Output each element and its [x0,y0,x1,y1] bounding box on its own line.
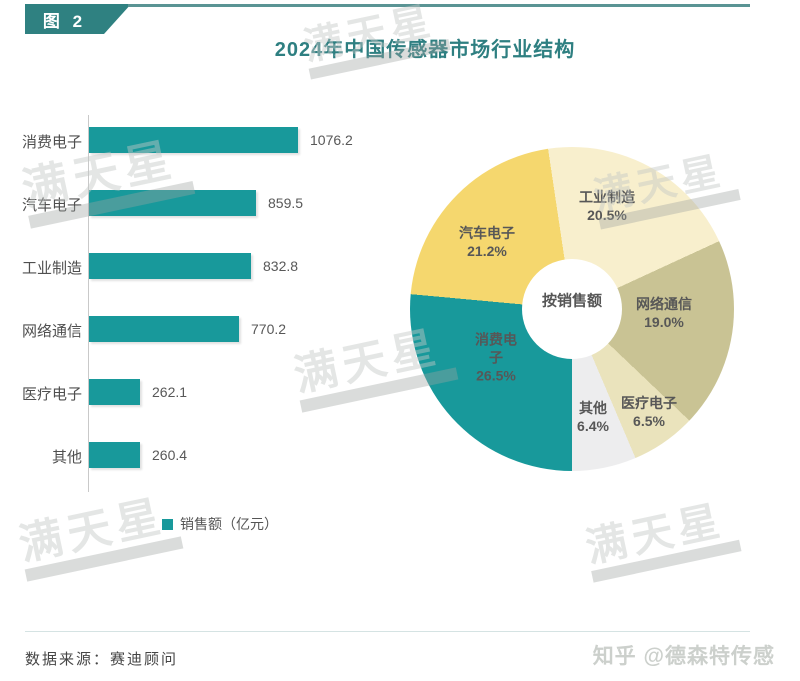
bar-category-label: 其他 [51,449,82,466]
pie-slice-percent: 6.4% [577,418,609,434]
bar-chart: 消费电子 1076.2 汽车电子 859.5 工业制造 832.8 网络通信 770.2 医疗电… [0,115,380,495]
figure-badge: 图 2 [25,4,131,34]
header-rule [128,4,750,7]
pie-slice-label: 消费电子 26.5% [473,331,519,386]
brand-watermark-text: 满天星 [581,496,729,572]
donut-center-label: 按销售额 [541,292,603,310]
bar-category-label: 汽车电子 [21,197,82,214]
pie-slice-percent: 6.5% [633,413,665,429]
bar [89,253,251,279]
bar [89,379,140,405]
pie-slice-label: 其他 6.4% [577,399,609,435]
pie-slice-name: 消费电子 [475,331,517,366]
pie-slice-name: 汽车电子 [459,224,515,241]
brand-watermark: 满天星 [581,496,742,583]
bar [89,190,256,216]
donut-hole [522,259,622,359]
bar-value: 859.5 [268,195,304,211]
legend-label: 销售额（亿元） [180,516,278,532]
bar-value: 1076.2 [310,132,353,148]
brand-watermark-band [591,539,742,583]
donut-chart [410,147,734,471]
brand-watermark-band [24,536,184,582]
bar-category-label: 医疗电子 [21,386,82,403]
brand-watermark-text: 满天星 [14,490,170,570]
bar [89,127,298,153]
pie-slice-name: 工业制造 [579,188,635,205]
legend-swatch [162,518,173,530]
bar-category-label: 工业制造 [21,260,82,277]
bar [89,442,140,468]
pie-slice-name: 医疗电子 [621,394,677,411]
zhihu-watermark: 知乎 @德森特传感 [592,645,775,668]
footer-source: 数据来源：赛迪顾问 [25,651,179,668]
bar-category-label: 网络通信 [21,323,82,340]
bar-value: 262.1 [152,384,188,400]
pie-slice-percent: 26.5% [476,368,516,385]
pie-slice-label: 网络通信 19.0% [636,295,692,331]
pie-slice-percent: 19.0% [644,314,684,330]
pie-slice-label: 工业制造 20.5% [579,188,635,224]
pie-slice-name: 其他 [578,399,607,416]
legend: 销售额（亿元） [162,514,278,534]
pie-slice-name: 网络通信 [636,295,692,312]
footer-divider [25,631,750,632]
bar [89,316,239,342]
pie-slice-label: 医疗电子 6.5% [621,394,677,430]
page-title: 2024年中国传感器市场行业结构 [274,39,576,61]
pie-slice-percent: 21.2% [467,243,507,259]
bar-value: 260.4 [152,447,188,463]
brand-watermark: 满天星 [14,490,184,582]
bar-axis [88,115,89,492]
pie-slice-percent: 20.5% [587,207,627,223]
bar-value: 832.8 [263,258,299,274]
bar-category-label: 消费电子 [21,134,82,151]
bar-value: 770.2 [251,321,287,337]
pie-slice-label: 汽车电子 21.2% [459,224,515,260]
